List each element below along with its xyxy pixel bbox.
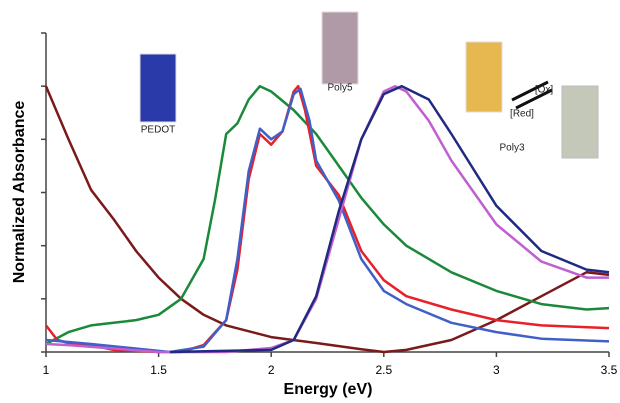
- pedot-photo: [139, 53, 177, 123]
- x-tick-label: 1.5: [150, 363, 167, 377]
- line-series: [45, 87, 610, 354]
- arrow: [515, 88, 553, 110]
- x-tick-label: 2.5: [375, 363, 392, 377]
- annotation: [Red]: [510, 109, 534, 120]
- annotation: PEDOT: [141, 125, 175, 136]
- x-tick-label: 1: [43, 363, 50, 377]
- annotation: [Ox]: [535, 85, 554, 96]
- x-axis-label: Energy (eV): [284, 381, 373, 398]
- annotation: Poly3: [499, 143, 524, 154]
- y-axis-label: Normalized Absorbance: [11, 101, 28, 284]
- line-series: [45, 84, 610, 346]
- x-tick-label: 3.5: [601, 363, 618, 377]
- poly5-photo: [321, 11, 359, 85]
- poly3-ox-photo: [561, 85, 599, 159]
- x-tick-label: 3: [493, 363, 500, 377]
- poly3-photo: [465, 41, 503, 113]
- arrow: [511, 80, 549, 102]
- x-tick-label: 2: [268, 363, 275, 377]
- line-series: [45, 84, 610, 354]
- line-series: [169, 84, 610, 354]
- line-series: [44, 85, 610, 354]
- annotation: Poly5: [327, 83, 352, 94]
- line-series: [45, 84, 609, 354]
